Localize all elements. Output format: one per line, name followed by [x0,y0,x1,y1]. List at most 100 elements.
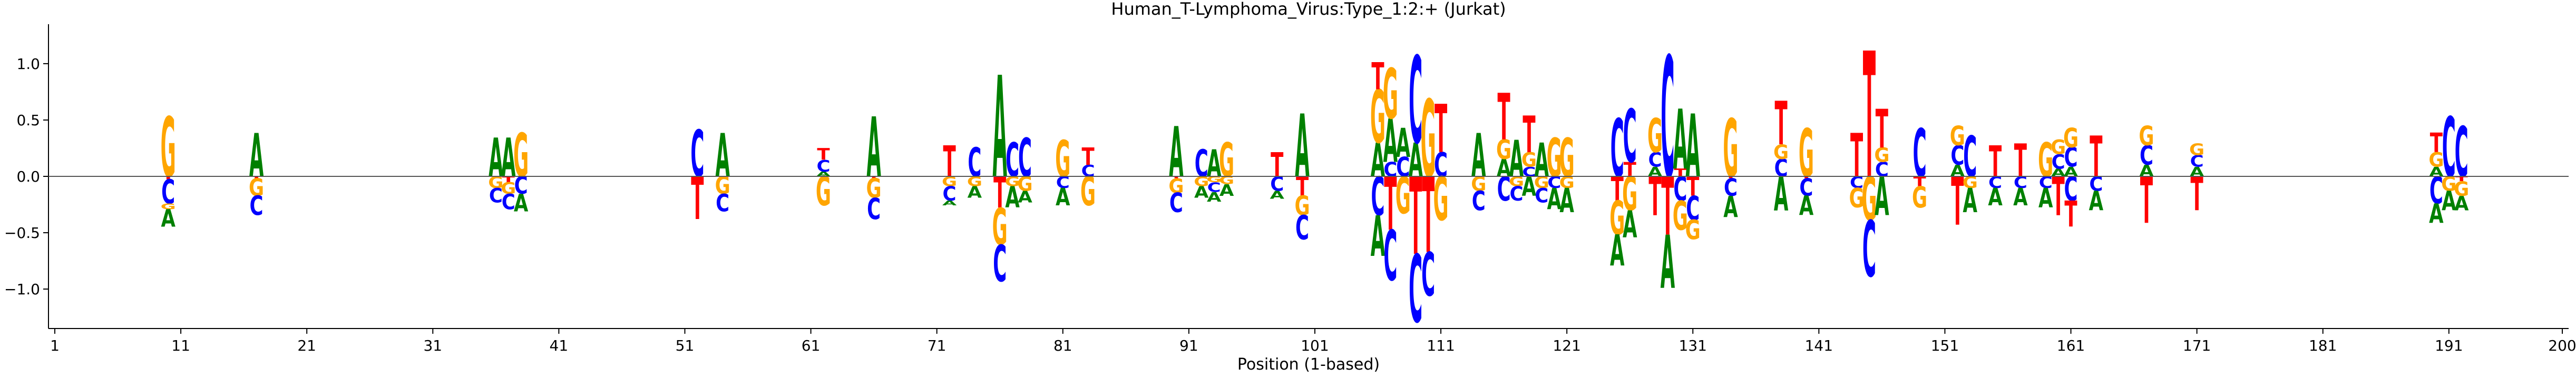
logo-glyph-a: A [1471,121,1486,191]
logo-glyph-a: A [1408,134,1422,187]
logo-glyph-a: A [1686,96,1701,197]
logo-glyph-t: T [1876,98,1888,160]
logo-glyph-g: G [1950,122,1965,152]
logo-glyph-t: T [502,175,515,184]
logo-glyph-t: T [2191,167,2203,221]
logo-glyph-a: A [2454,192,2469,215]
logo-glyph-t: T [2090,125,2102,190]
logo-glyph-a: A [1371,204,1385,269]
logo-glyph-g: G [816,168,831,215]
logo-glyph-t: T [2430,128,2443,159]
logo-glyph-t: T [1989,137,2002,187]
y-tick-label: 0.5 [16,112,40,129]
logo-glyph-g: G [1219,174,1234,187]
logo-glyph-c: C [716,189,729,217]
logo-glyph-t: T [162,176,175,181]
logo-glyph-t: T [1081,143,1094,171]
logo-glyph-g: G [1496,135,1511,166]
logo-glyph-c: C [1434,146,1448,185]
logo-glyph-a: A [1295,96,1310,197]
logo-glyph-t: T [1951,163,1964,241]
logo-glyph-g: G [1383,54,1398,135]
logo-glyph-a: A [1623,204,1637,247]
logo-glyph-a: A [1207,143,1221,186]
logo-glyph-c: C [2140,141,2153,172]
logo-glyph-c: C [1383,216,1397,296]
logo-glyph-c: C [2064,171,2078,209]
logo-glyph-t: T [817,145,830,164]
x-tick-label: 51 [676,337,695,354]
logo-glyph-c: C [2455,113,2468,193]
x-tick-label: 171 [2183,337,2211,354]
logo-glyph-g: G [513,121,529,191]
logo-glyph-c: C [1207,180,1221,195]
logo-glyph-g: G [161,100,176,196]
logo-glyph-g: G [1849,184,1864,214]
logo-glyph-c: C [968,140,981,186]
logo-glyph-g: G [2454,177,2469,201]
logo-glyph-a: A [1194,183,1209,202]
logo-glyph-c: C [1081,162,1095,181]
logo-glyph-c: C [1913,115,1927,192]
x-tick-label: 191 [2435,337,2463,354]
logo-glyph-c: C [1295,210,1309,248]
logo-glyph-c: C [943,182,957,205]
logo-glyph-t: T [1775,89,1788,158]
x-tick-label: 200 [2548,337,2576,354]
logo-glyph-a: A [2013,183,2028,211]
logo-glyph-g: G [866,174,882,204]
logo-glyph-a: A [942,200,957,207]
logo-glyph-a: A [1610,226,1624,276]
logo-glyph-a: A [1547,182,1562,216]
y-tick-label: −1.0 [4,281,40,298]
x-tick-label: 101 [1301,337,1329,354]
logo-glyph-g: G [1168,174,1184,197]
logo-glyph-t: T [1523,106,1535,164]
logo-glyph-a: A [1383,106,1398,176]
logo-glyph-t: T [2455,175,2468,183]
logo-glyph-t: T [1800,176,1813,179]
logo-glyph-c: C [489,184,503,207]
logo-glyph-g: G [1370,75,1385,160]
logo-glyph-c: C [1648,148,1662,172]
x-tick-label: 121 [1553,337,1580,354]
x-tick-label: 1 [50,337,60,354]
x-tick-label: 41 [550,337,569,354]
logo-glyph-a: A [514,189,529,217]
x-tick-label: 131 [1679,337,1707,354]
logo-glyph-t: T [1271,146,1283,185]
logo-glyph-a: A [1207,190,1222,205]
logo-glyph-c: C [1950,141,1964,172]
logo-glyph-g: G [1055,130,1070,188]
logo-glyph-a: A [1559,182,1574,221]
x-ticks: 1 11 21 31 41 51 61 71 81 91 101 111 121 131 141 151 161… [50,329,2576,354]
logo-glyph-g: G [249,173,264,201]
x-tick-label: 151 [1931,337,1959,354]
y-ticks: −1.0 −0.5 0.0 0.5 1.0 [4,55,48,298]
logo-glyph-g: G [1080,168,1096,215]
logo-glyph-g: G [2063,124,2079,154]
logo-glyph-a: A [1774,167,1788,221]
logo-glyph-g: G [2051,136,2066,159]
logo-glyph-a: A [1950,162,1965,181]
logo-glyph-a: A [1270,188,1284,201]
logo-glyph-g: G [1685,216,1701,246]
logo-glyph-a: A [2038,184,2053,214]
logo-glyph-t: T [250,176,263,179]
logo-glyph-c: C [1535,184,1548,207]
logo-glyph-g: G [1723,103,1738,195]
logo-glyph-t: T [1624,158,1636,181]
logo-glyph-c: C [2052,150,2065,173]
logo-glyph-c: C [1963,125,1977,190]
logo-glyph-g: G [1547,127,1562,189]
logo-glyph-c: C [502,190,515,214]
chart-title: Human_T-Lymphoma_Virus:Type_1:2:+ (Jurka… [1111,0,1506,19]
logo-glyph-g: G [1673,193,1688,239]
logo-glyph-g: G [1799,115,1814,192]
logo-glyph-g: G [1421,79,1436,202]
logo-glyph-t: T [943,137,955,187]
logo-glyph-t: T [1435,91,1447,168]
logo-glyph-g: G [1433,165,1448,234]
logo-glyph-g: G [2428,148,2444,172]
